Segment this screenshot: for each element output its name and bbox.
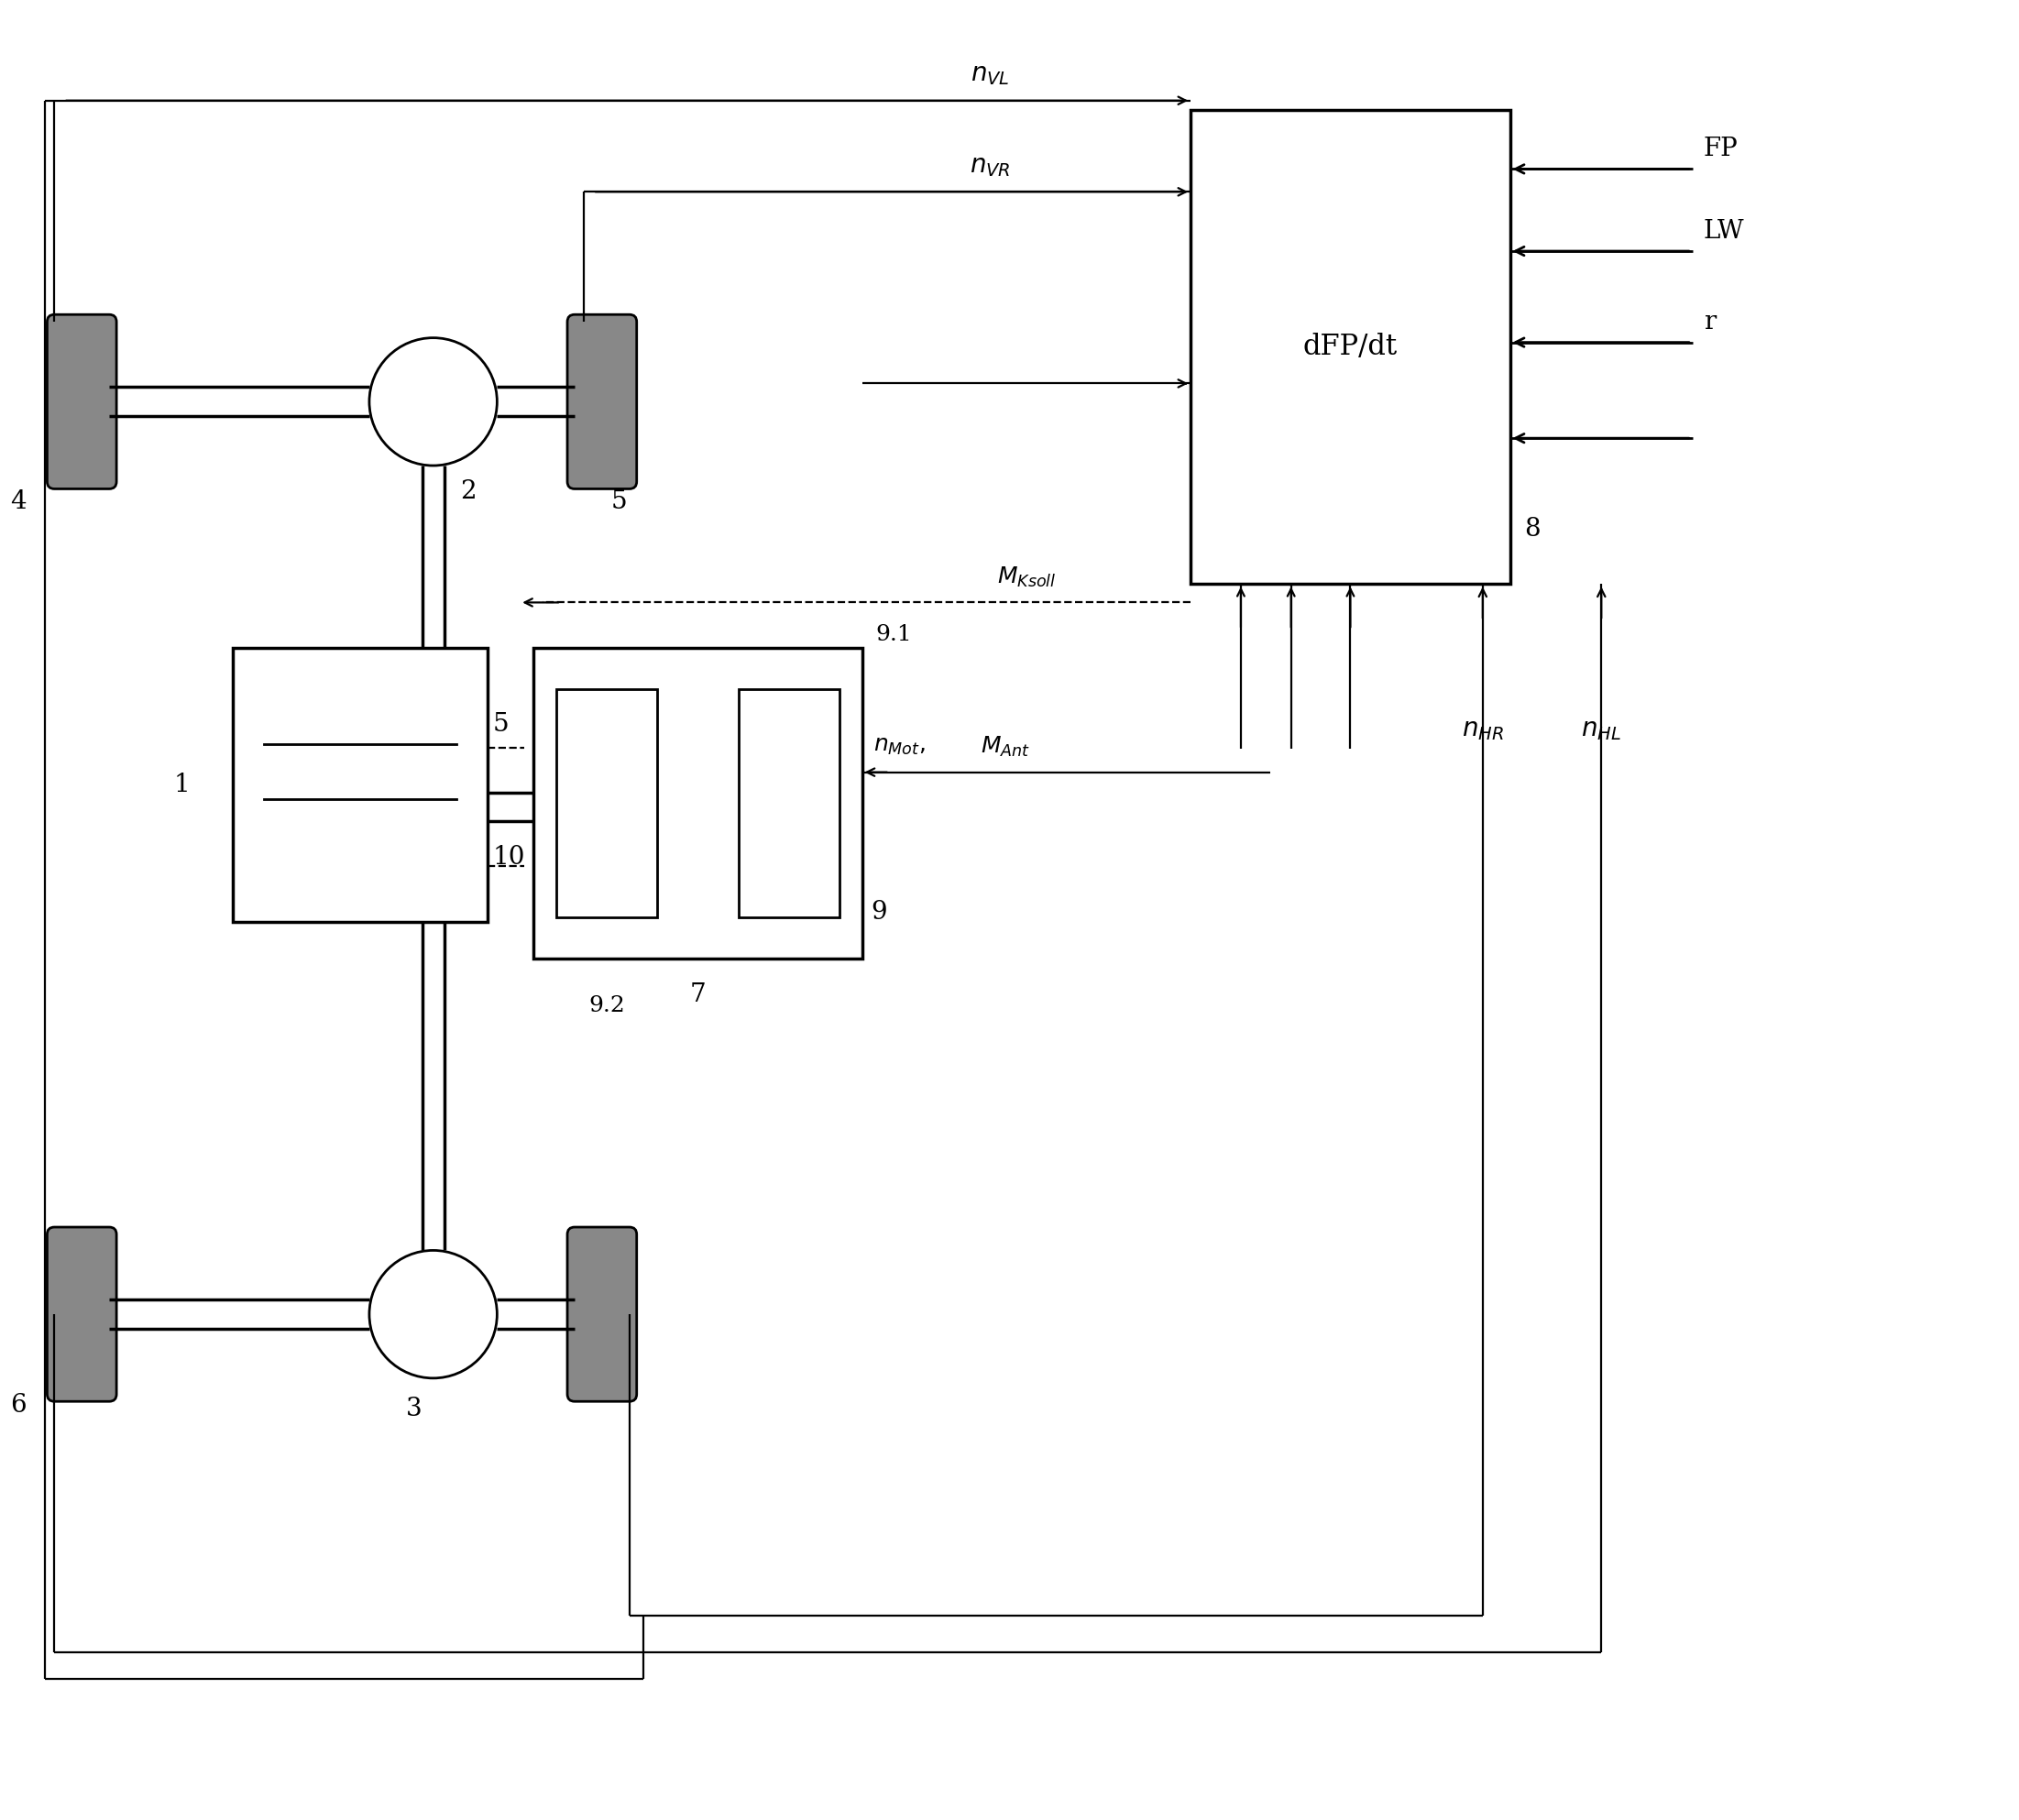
Text: 5: 5 [612,490,628,515]
Text: 4: 4 [10,490,26,515]
Text: $n_{VR}$: $n_{VR}$ [969,155,1010,178]
Text: 10: 10 [493,844,525,870]
Circle shape [369,1250,497,1378]
Circle shape [369,339,497,466]
Text: 8: 8 [1524,517,1540,542]
FancyBboxPatch shape [46,315,117,490]
FancyBboxPatch shape [46,1227,117,1401]
Bar [533,648,862,959]
Text: 2: 2 [460,479,476,504]
FancyBboxPatch shape [567,1227,636,1401]
FancyBboxPatch shape [567,315,636,490]
Text: FP: FP [1704,136,1738,162]
Bar [739,690,840,917]
Text: 9: 9 [872,901,888,925]
Text: LW: LW [1704,218,1744,244]
Text: 9.2: 9.2 [588,996,624,1016]
Text: $n_{VL}$: $n_{VL}$ [971,62,1010,87]
Text: $n_{HL}$: $n_{HL}$ [1581,717,1621,743]
Text: $n_{Mot},$: $n_{Mot},$ [872,735,925,757]
Text: 7: 7 [690,983,707,1006]
Text: $n_{HR}$: $n_{HR}$ [1462,717,1504,743]
Bar [1191,109,1510,584]
Text: 6: 6 [10,1392,26,1418]
Text: $M_{Ant}$: $M_{Ant}$ [981,735,1030,759]
Text: 5: 5 [493,712,509,737]
Text: 3: 3 [406,1396,422,1421]
Text: 9.1: 9.1 [876,624,913,644]
Text: 1: 1 [174,773,190,797]
Bar [232,648,489,923]
Text: $M_{Ksoll}$: $M_{Ksoll}$ [997,564,1056,590]
Text: dFP/dt: dFP/dt [1302,333,1397,360]
Bar [557,690,656,917]
Text: r: r [1704,309,1716,335]
